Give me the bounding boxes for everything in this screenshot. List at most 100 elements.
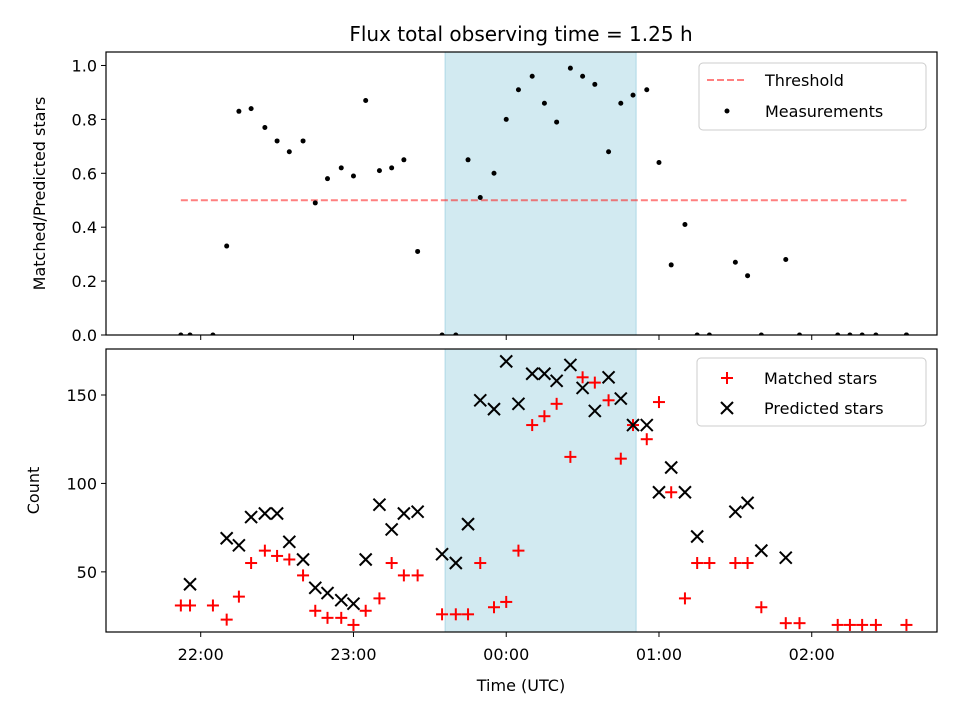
matched-stars-point	[512, 544, 525, 557]
predicted-stars-point	[219, 531, 234, 545]
measurements-point	[706, 332, 712, 335]
top-legend: Threshold Measurements	[698, 62, 927, 131]
measurements-point	[783, 257, 789, 263]
measurements-point	[554, 119, 560, 125]
matched-stars-point	[245, 557, 258, 570]
matched-stars-point	[309, 604, 322, 617]
matched-stars-point	[843, 618, 856, 631]
matched-stars-point	[411, 569, 424, 582]
matched-stars-point	[703, 557, 716, 570]
chart-title: Flux total observing time = 1.25 h	[349, 22, 692, 46]
measurements-point	[580, 73, 586, 79]
top-y-tick-label: 0.8	[72, 110, 97, 129]
measurements-point	[541, 100, 547, 106]
measurements-point	[606, 149, 612, 155]
measurements-point	[515, 87, 521, 93]
predicted-stars-point	[652, 485, 666, 499]
predicted-stars-point	[308, 581, 322, 595]
predicted-stars-point	[449, 556, 463, 570]
measurements-point	[324, 176, 330, 182]
matched-stars-legend-label: Matched stars	[764, 369, 877, 388]
matched-stars-point	[678, 592, 691, 605]
matched-stars-point	[297, 569, 310, 582]
x-tick-label: 22:00	[178, 645, 224, 664]
x-axis-label: Time (UTC)	[476, 676, 565, 695]
matched-stars-point	[347, 618, 360, 631]
predicted-stars-point	[601, 370, 616, 385]
matched-stars-point	[258, 544, 271, 557]
matched-stars-point	[526, 419, 539, 432]
matched-stars-point	[793, 617, 806, 630]
predicted-stars-point	[549, 374, 564, 388]
measurements-point	[758, 332, 764, 335]
bottom-y-tick-label: 100	[66, 474, 97, 493]
matched-stars-point	[729, 557, 742, 570]
bottom-plot-frame	[105, 348, 938, 633]
predicted-stars-point	[282, 535, 297, 549]
top-y-tick-label: 0.0	[72, 326, 97, 345]
measurements-point	[873, 332, 879, 335]
matched-stars-point	[474, 557, 487, 570]
predicted-stars-point	[728, 505, 743, 519]
top-plot-frame	[105, 51, 938, 336]
predicted-stars-point	[499, 354, 513, 369]
threshold-legend-label: Threshold	[764, 71, 844, 90]
measurements-point	[694, 332, 700, 335]
predicted-stars-point	[626, 418, 640, 432]
matched-stars-point	[564, 450, 577, 463]
matched-stars-point	[576, 371, 589, 384]
measurements-point	[503, 116, 509, 122]
predicted-stars-point	[563, 358, 578, 372]
measurements-point	[312, 200, 318, 206]
measurements-point	[286, 149, 292, 155]
top-y-axis-label: Matched/Predicted stars	[30, 97, 49, 291]
measurements-point	[732, 259, 738, 265]
predicted-stars-point	[614, 391, 628, 406]
predicted-stars-point	[270, 506, 284, 521]
bottom-y-axis-label: Count	[24, 467, 43, 515]
measurements-legend-label: Measurements	[765, 102, 883, 121]
measurements-point	[668, 262, 674, 268]
measurements-point	[363, 98, 369, 104]
predicted-stars-point	[640, 418, 654, 432]
measurements-point	[847, 332, 853, 335]
predicted-stars-point	[779, 551, 793, 565]
measurements-point	[859, 332, 865, 335]
measurements-point	[376, 168, 382, 174]
predicted-stars-point	[397, 506, 411, 521]
predicted-stars-point	[358, 552, 373, 567]
predicted-stars-point	[461, 517, 475, 531]
matched-stars-point	[500, 595, 513, 608]
matched-stars-point	[283, 553, 296, 566]
matched-stars-point	[856, 618, 869, 631]
measurements-point	[567, 65, 573, 71]
matched-stars-point	[271, 549, 284, 562]
predicted-stars-point	[487, 402, 501, 416]
predicted-stars-point	[258, 506, 272, 521]
matched-stars-point	[665, 486, 678, 499]
measurements-point	[210, 332, 216, 335]
predicted-stars-point	[740, 496, 755, 510]
matched-stars-point	[335, 611, 348, 624]
predicted-stars-point	[183, 577, 197, 591]
matched-stars-legend-key	[721, 372, 733, 384]
matched-stars-point	[588, 376, 601, 389]
measurements-point	[224, 243, 230, 249]
measurements-point	[835, 332, 841, 335]
measurements-legend-key	[724, 108, 730, 114]
predicted-stars-point	[384, 522, 399, 537]
bottom-y-tick-label: 150	[66, 386, 97, 405]
matched-stars-point	[602, 394, 615, 407]
bottom-y-tick-label: 50	[77, 563, 97, 582]
measurements-point	[797, 332, 803, 335]
measurements-point	[529, 73, 535, 79]
x-tick-label: 00:00	[483, 645, 529, 664]
top-y-tick-label: 0.6	[72, 164, 97, 183]
predicted-stars-point	[473, 393, 487, 408]
matched-stars-point	[373, 592, 386, 605]
predicted-stars-point	[372, 497, 387, 512]
measurements-point	[465, 157, 471, 163]
measurements-point	[656, 160, 662, 166]
matched-stars-point	[232, 590, 245, 603]
matched-stars-point	[831, 618, 844, 631]
